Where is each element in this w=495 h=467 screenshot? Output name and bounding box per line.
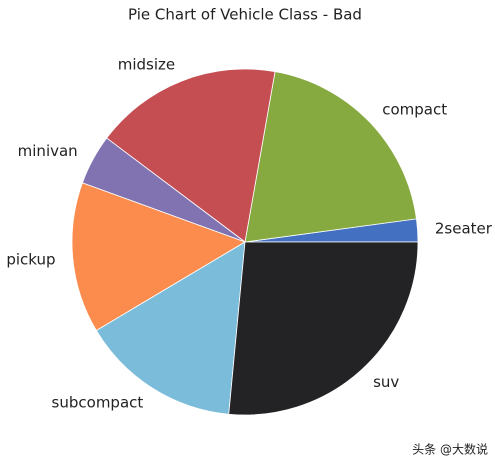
slice-label: pickup: [6, 250, 55, 268]
slice-label: suv: [373, 373, 399, 391]
slice-label: minivan: [18, 142, 78, 160]
pie-slice: [228, 241, 419, 416]
slice-label: compact: [382, 101, 447, 119]
slice-label: subcompact: [52, 393, 144, 411]
watermark: 头条 @大数说: [412, 442, 488, 457]
pie-slice: [71, 182, 246, 332]
slice-label: midsize: [118, 55, 175, 73]
pie-slice: [244, 71, 417, 243]
pie-slice: [106, 68, 276, 243]
chart-title: Pie Chart of Vehicle Class - Bad: [128, 6, 362, 24]
pie-slice: [95, 241, 246, 415]
slice-label: 2seater: [435, 220, 493, 238]
